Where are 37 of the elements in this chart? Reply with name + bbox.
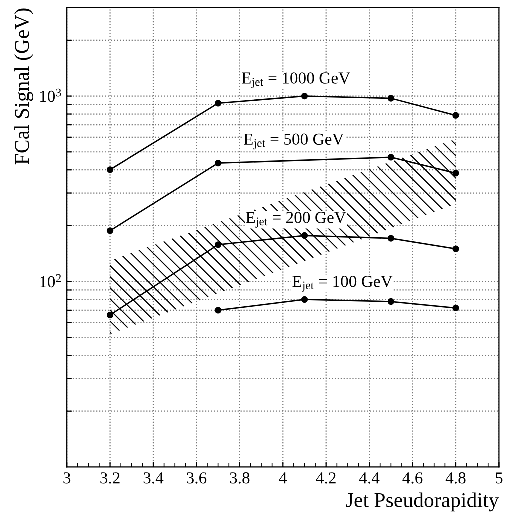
point xyxy=(452,112,460,119)
x-tick-label: 3.6 xyxy=(187,472,207,484)
point xyxy=(388,235,394,242)
point xyxy=(214,100,222,107)
series-label: E$_{jet}$ = 1000 GeV xyxy=(242,72,350,88)
x-tick-label: 4 xyxy=(279,472,288,484)
x-axis-title: Jet Pseudorapidity xyxy=(346,492,500,512)
x-tick-label: 4.8 xyxy=(446,472,466,484)
point xyxy=(388,298,394,306)
series-label: E$_{jet}$ = 200 GeV xyxy=(246,212,346,228)
series-label: E$_{jet}$ = 100 GeV xyxy=(292,276,393,292)
point xyxy=(106,166,114,174)
point xyxy=(452,246,460,252)
series-label: E$_{jet}$ = 500 GeV xyxy=(244,134,344,150)
x-tick-label: 3.2 xyxy=(100,472,120,484)
x-tick-label: 4.2 xyxy=(316,472,336,484)
point xyxy=(301,92,308,100)
x-tick-label: 4.6 xyxy=(402,472,423,484)
point xyxy=(452,304,460,312)
x-tick-label: 3 xyxy=(64,472,71,484)
x-tick-label: 3.4 xyxy=(144,472,164,484)
y-tick-label: 10$^{3}$ xyxy=(40,88,62,102)
point xyxy=(388,154,394,161)
point xyxy=(214,242,222,248)
point xyxy=(214,160,222,167)
point xyxy=(301,296,308,304)
point xyxy=(106,312,114,319)
point xyxy=(106,228,114,234)
x-tick-label: 3.8 xyxy=(230,472,250,484)
y-axis-title: FCal Signal (GeV) xyxy=(14,8,34,165)
x-tick-label: 5 xyxy=(496,472,503,484)
point xyxy=(452,170,460,177)
point xyxy=(388,95,394,102)
y-tick-label: 10$^{2}$ xyxy=(40,274,62,288)
x-tick-label: 4.4 xyxy=(359,472,380,484)
point xyxy=(301,232,308,240)
point xyxy=(214,307,222,314)
